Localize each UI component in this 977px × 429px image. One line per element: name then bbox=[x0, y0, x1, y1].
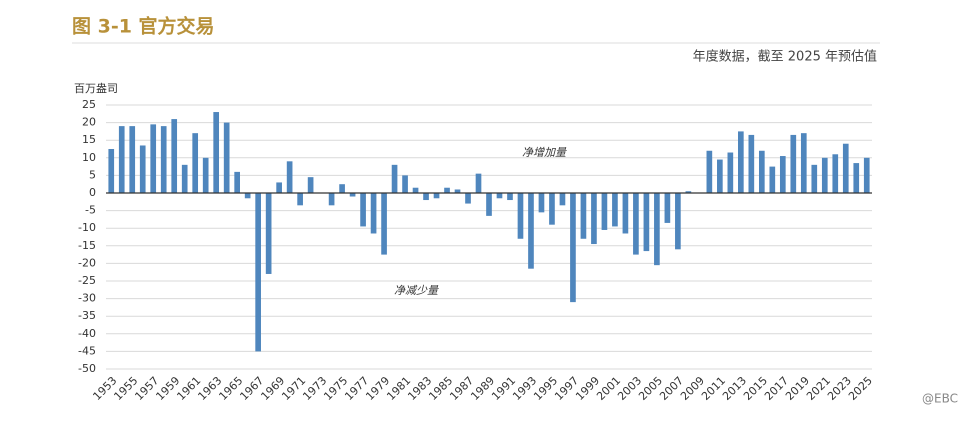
bar bbox=[664, 193, 671, 223]
bar bbox=[286, 161, 293, 193]
y-tick-label: 20 bbox=[82, 116, 96, 129]
bar bbox=[612, 193, 618, 227]
y-tick-label: 10 bbox=[82, 151, 96, 164]
bar bbox=[192, 133, 199, 193]
bar bbox=[727, 152, 734, 193]
bar bbox=[842, 143, 849, 193]
bar bbox=[339, 184, 345, 193]
bar bbox=[202, 157, 209, 193]
y-tick-label: 5 bbox=[89, 168, 96, 181]
bar bbox=[591, 193, 597, 245]
bar bbox=[150, 124, 157, 193]
bar bbox=[370, 193, 377, 234]
bar bbox=[307, 177, 314, 193]
bar bbox=[160, 126, 167, 193]
bar bbox=[108, 149, 115, 193]
bar bbox=[360, 193, 366, 227]
bar bbox=[129, 126, 136, 193]
bar bbox=[685, 191, 692, 193]
y-tick-label: -45 bbox=[78, 344, 96, 357]
bar bbox=[139, 145, 146, 193]
bar bbox=[234, 171, 240, 193]
bar bbox=[853, 163, 860, 193]
bar bbox=[601, 193, 608, 230]
bar bbox=[381, 193, 387, 255]
bar bbox=[643, 193, 650, 252]
y-tick-label: 15 bbox=[82, 133, 96, 146]
bar bbox=[297, 193, 303, 206]
bar bbox=[528, 193, 534, 269]
bar bbox=[118, 126, 125, 193]
bar bbox=[570, 193, 576, 303]
bar bbox=[654, 193, 660, 266]
bar bbox=[517, 193, 524, 239]
bar bbox=[717, 159, 723, 193]
bar bbox=[863, 157, 870, 193]
bar bbox=[633, 193, 639, 255]
annotation: 净增加量 bbox=[522, 146, 567, 159]
bar bbox=[769, 166, 776, 193]
bar bbox=[181, 164, 188, 193]
bar bbox=[811, 164, 818, 193]
bar bbox=[265, 193, 272, 274]
bar bbox=[738, 131, 744, 193]
y-tick-label: -25 bbox=[78, 274, 96, 287]
bar bbox=[675, 193, 681, 250]
bar bbox=[748, 134, 755, 193]
y-tick-label: -10 bbox=[78, 221, 96, 234]
bar bbox=[454, 189, 461, 193]
bar bbox=[779, 156, 786, 193]
bar bbox=[559, 193, 566, 206]
bar bbox=[538, 193, 545, 213]
y-tick-label: 0 bbox=[89, 186, 96, 199]
y-tick-label: -15 bbox=[78, 239, 96, 252]
y-tick-label: -5 bbox=[85, 204, 96, 217]
y-tick-label: -40 bbox=[78, 327, 96, 340]
bar bbox=[496, 193, 503, 199]
chart-subtitle: 年度数据，截至 2025 年预估值 bbox=[693, 49, 877, 65]
bar bbox=[213, 112, 220, 193]
bar bbox=[412, 187, 419, 193]
watermark: @EBC bbox=[922, 392, 958, 406]
bar bbox=[171, 119, 178, 193]
bar bbox=[465, 193, 471, 204]
bar bbox=[507, 193, 513, 201]
bar bbox=[444, 187, 450, 193]
bar bbox=[832, 154, 839, 193]
bar bbox=[800, 133, 807, 193]
bar bbox=[276, 182, 282, 193]
y-tick-label: -50 bbox=[78, 362, 96, 375]
bar bbox=[223, 122, 230, 193]
bar bbox=[328, 193, 335, 206]
y-tick-label: 25 bbox=[82, 98, 96, 111]
y-tick-label: -30 bbox=[78, 292, 96, 305]
annotation: 净减少量 bbox=[394, 284, 439, 297]
bar bbox=[244, 193, 251, 199]
chart-title: 图 3-1 官方交易 bbox=[72, 15, 215, 38]
bar bbox=[423, 193, 429, 201]
y-tick-label: -35 bbox=[78, 309, 96, 322]
bar bbox=[475, 173, 482, 193]
bar bbox=[402, 175, 408, 193]
bar bbox=[433, 193, 440, 199]
bar bbox=[255, 193, 261, 352]
y-tick-label: -20 bbox=[78, 256, 96, 269]
bar bbox=[821, 157, 828, 193]
bar bbox=[580, 193, 587, 239]
bar bbox=[486, 193, 492, 216]
bar bbox=[549, 193, 555, 225]
bar bbox=[391, 164, 398, 193]
bar bbox=[758, 150, 765, 193]
bar bbox=[706, 150, 713, 193]
bar bbox=[622, 193, 629, 234]
y-axis-label: 百万盎司 bbox=[74, 81, 118, 95]
bar bbox=[349, 193, 356, 197]
x-tick-label: 2025 bbox=[846, 374, 875, 403]
bar bbox=[790, 134, 797, 193]
